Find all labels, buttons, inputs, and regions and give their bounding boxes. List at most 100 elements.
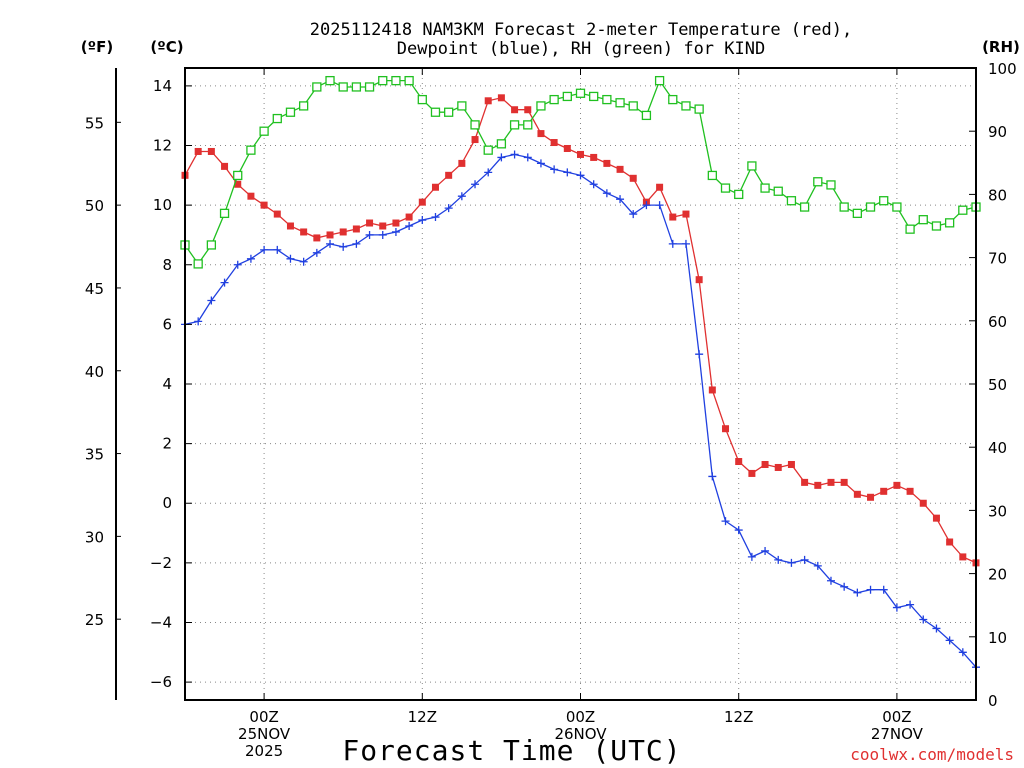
dewpoint-point <box>497 153 506 162</box>
rh-point <box>615 98 625 108</box>
temperature-point <box>418 198 426 206</box>
rh-tick-label: 80 <box>988 186 1007 204</box>
dewpoint-point <box>853 588 862 597</box>
rh-point <box>879 196 889 206</box>
rh-point <box>747 161 757 171</box>
dewpoint-point <box>668 239 677 248</box>
dewpoint-point <box>471 180 480 189</box>
temperature-point <box>550 139 558 147</box>
fahrenheit-tick-label: 40 <box>85 363 104 381</box>
dewpoint-series <box>181 150 980 672</box>
rh-series <box>180 75 981 269</box>
temperature-point <box>656 183 664 191</box>
rh-point <box>602 94 612 105</box>
dewpoint-point <box>589 180 598 189</box>
rh-point <box>813 177 823 187</box>
celsius-tick-label: 4 <box>162 375 172 393</box>
temperature-point <box>919 499 927 507</box>
x-axis-title: Forecast Time (UTC) <box>342 734 681 767</box>
rh-point <box>720 183 731 193</box>
temperature-point <box>207 147 215 155</box>
dewpoint-point <box>365 230 374 239</box>
temperature-point <box>379 222 387 230</box>
dewpoint-point <box>774 555 783 564</box>
temperature-point <box>801 478 809 486</box>
temperature-point <box>326 231 334 239</box>
dewpoint-point <box>919 615 928 624</box>
rh-tick-label: 40 <box>988 439 1007 457</box>
temperature-point <box>682 210 690 218</box>
dewpoint-point <box>286 254 295 263</box>
temperature-point <box>787 460 795 468</box>
rh-point <box>589 91 599 102</box>
dewpoint-point <box>734 526 743 535</box>
temperature-point <box>484 97 492 105</box>
rh-point <box>918 215 928 225</box>
chart-title-line1: 2025112418 NAM3KM Forecast 2-meter Tempe… <box>310 20 852 40</box>
celsius-tick-label: 8 <box>162 256 172 274</box>
temperature-point <box>405 213 413 221</box>
temperature-point <box>260 201 268 209</box>
temperature-point <box>313 234 321 242</box>
dewpoint-point <box>602 189 611 198</box>
rh-point <box>496 139 507 149</box>
celsius-tick-label: −4 <box>150 613 172 631</box>
dewpoint-point <box>326 239 335 248</box>
rh-point <box>892 202 902 212</box>
x-tick-label: 2025 <box>245 742 283 760</box>
temperature-point <box>906 487 914 495</box>
rh-point <box>338 82 348 92</box>
fahrenheit-tick-label: 35 <box>85 446 104 464</box>
rh-point <box>668 94 678 105</box>
dewpoint-point <box>273 245 282 254</box>
rh-point <box>549 94 559 105</box>
rh-point <box>470 120 480 130</box>
rh-point <box>483 145 493 155</box>
x-tick-label: 12Z <box>724 708 753 726</box>
rh-tick-label: 30 <box>988 502 1007 520</box>
rh-point <box>654 75 665 86</box>
rh-point <box>259 126 269 136</box>
fahrenheit-tick-label: 50 <box>85 197 104 215</box>
rh-point <box>246 145 256 155</box>
temperature-point <box>959 553 967 561</box>
rh-point <box>707 170 717 181</box>
celsius-tick-label: 2 <box>162 435 172 453</box>
rh-point <box>523 120 533 130</box>
dewpoint-point <box>708 472 717 481</box>
dewpoint-point <box>695 350 704 359</box>
temperature-point <box>695 276 703 284</box>
temperature-point <box>814 481 822 489</box>
temperature-point <box>932 514 940 522</box>
rh-tick-label: 0 <box>988 692 998 710</box>
temperature-point <box>761 460 769 468</box>
temperature-point <box>748 469 756 477</box>
rh-point <box>233 170 243 181</box>
rh-point <box>799 202 810 212</box>
temperature-point <box>616 165 624 173</box>
temperature-point <box>669 213 677 221</box>
dewpoint-point <box>233 260 242 269</box>
temperature-point <box>563 144 571 152</box>
temperature-point <box>722 425 730 433</box>
dewpoint-point <box>536 159 545 168</box>
rh-point <box>734 189 744 200</box>
dewpoint-point <box>260 245 269 254</box>
dewpoint-point <box>550 165 559 174</box>
credit-text: coolwx.com/models <box>850 745 1014 764</box>
rh-point <box>509 120 520 130</box>
temperature-point <box>445 171 453 179</box>
temperature-point <box>194 147 202 155</box>
x-tick-label: 12Z <box>408 708 437 726</box>
celsius-tick-label: 12 <box>153 137 172 155</box>
rh-tick-label: 60 <box>988 313 1007 331</box>
temperature-point <box>511 106 519 114</box>
rh-point <box>905 224 915 234</box>
temperature-point <box>946 538 954 546</box>
fahrenheit-tick-label: 25 <box>85 611 104 629</box>
x-tick-label: 00Z <box>249 708 278 726</box>
celsius-tick-label: −2 <box>150 554 172 572</box>
temperature-point <box>577 150 584 158</box>
rh-point <box>457 101 467 111</box>
